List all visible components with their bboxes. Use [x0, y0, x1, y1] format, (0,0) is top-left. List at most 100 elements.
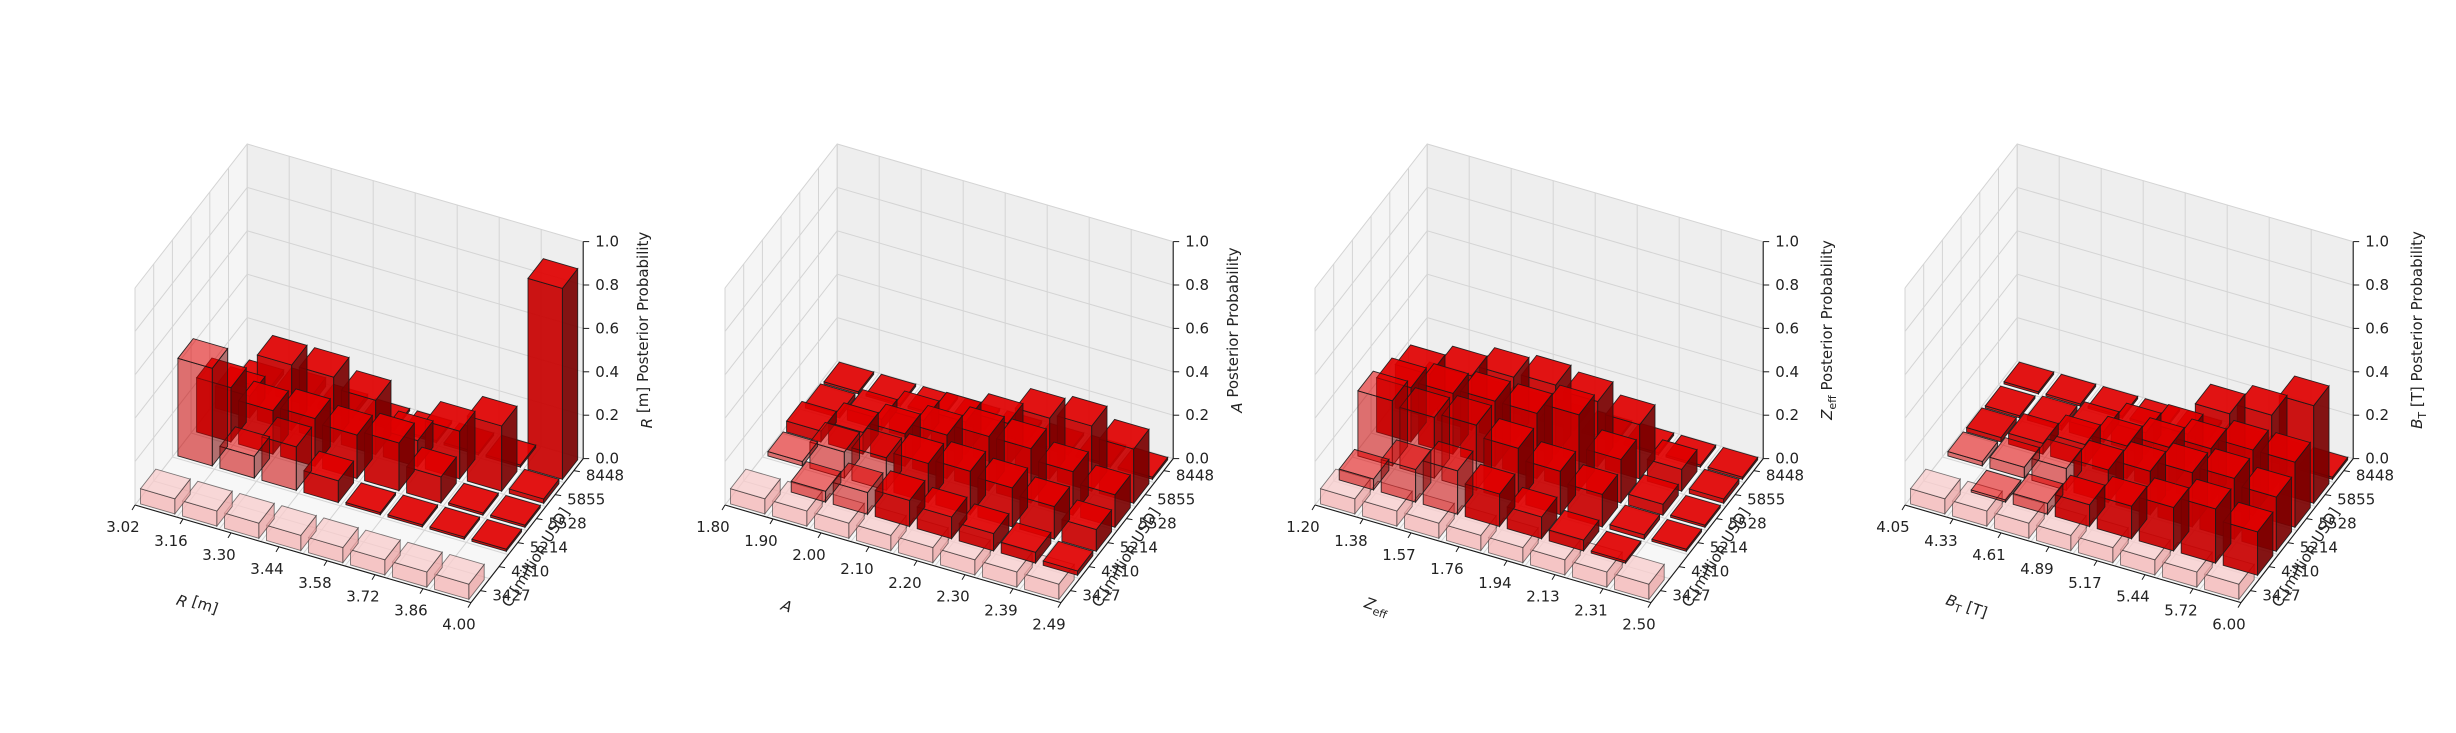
prior-bar-top-face	[433, 553, 485, 585]
x-tick-label: 2.31	[1574, 602, 1607, 620]
x-tick-mark	[1997, 532, 2002, 539]
y-tick-mark	[555, 494, 562, 497]
y-tick-label: 4710	[1101, 563, 1139, 581]
x-tick-label: 2.00	[792, 546, 825, 564]
x-tick-label: 3.30	[202, 546, 235, 564]
prior-bar-top-face	[1909, 468, 1961, 500]
x-tick-mark	[865, 546, 870, 553]
posterior-bar	[1567, 464, 1619, 529]
posterior-bar	[489, 494, 542, 529]
x-axis-symbol: A	[778, 596, 795, 617]
y-tick-label: 5214	[1120, 539, 1158, 557]
posterior-bar-top-face	[916, 486, 968, 518]
z-gridline	[134, 230, 584, 376]
y-tick-mark	[1107, 542, 1114, 545]
z-tick-label: 0.8	[1775, 276, 1799, 294]
y-tick-mark	[1697, 542, 1704, 545]
z-tick-label: 0.0	[2365, 450, 2389, 468]
x-tick-mark	[275, 546, 280, 553]
z-axis-title: Zeff Posterior Probability	[1818, 240, 1839, 421]
y-tick-mark	[2306, 518, 2313, 521]
posterior-bar-top-face	[2007, 413, 2060, 444]
posterior-bar-top-face	[1061, 499, 1113, 531]
posterior-bar-top-face	[2049, 414, 2102, 446]
posterior-bar	[1548, 509, 1600, 553]
posterior-bar	[1590, 530, 1642, 565]
y-tick-mark	[2325, 494, 2332, 497]
posterior-bar	[1688, 468, 1740, 505]
posterior-bar-side-face	[561, 267, 579, 481]
posterior-bar-top-face	[424, 400, 476, 432]
x-tick-label: 1.80	[696, 518, 729, 536]
posterior-bar	[916, 486, 968, 541]
x-tick-label: 3.02	[106, 518, 139, 536]
z-gridline	[724, 143, 1174, 289]
y-tick-mark	[498, 566, 506, 569]
posterior-bar-top-face	[1525, 441, 1577, 472]
posterior-bar	[429, 506, 481, 541]
posterior-bar-top-face	[1609, 504, 1661, 536]
x-tick-label: 1.90	[744, 532, 777, 550]
posterior-bar-front-face	[177, 357, 213, 467]
y-axis-line	[2240, 458, 2354, 603]
posterior-bar-top-face	[1585, 429, 1638, 461]
z-gridline	[1904, 273, 2354, 419]
z-tick-label: 1.0	[1185, 233, 1209, 251]
z-gridline	[134, 317, 584, 462]
z-tick-label: 0.0	[595, 450, 619, 468]
posterior-bar-top-face	[2194, 383, 2246, 415]
posterior-bar	[508, 468, 560, 505]
z-axis-symbol: B	[2408, 419, 2426, 429]
x-tick-label: 4.00	[442, 616, 475, 634]
prior-bar	[139, 468, 191, 516]
y-tick-mark	[1753, 470, 1760, 473]
posterior-bar-top-face	[1567, 464, 1619, 495]
posterior-bar-top-face	[237, 380, 290, 412]
x-tick-label: 4.61	[1972, 546, 2005, 564]
posterior-bar-top-face	[2133, 417, 2186, 448]
x-tick-mark	[721, 504, 726, 511]
x-tick-mark	[1901, 504, 1906, 511]
posterior-bar	[1506, 486, 1558, 541]
z-gridline	[1904, 186, 2354, 332]
posterior-bar-top-face	[2054, 474, 2106, 506]
posterior-bar	[387, 494, 439, 529]
z-gridline	[134, 143, 584, 289]
x-tick-label: 3.58	[298, 574, 331, 592]
z-tick-label: 0.2	[1775, 406, 1799, 424]
y-axis-line	[470, 458, 584, 603]
z-gridline	[1314, 273, 1764, 419]
y-tick-mark	[480, 590, 487, 593]
x-axis-title: Zeff	[1360, 593, 1391, 621]
posterior-bar	[1380, 439, 1432, 504]
z-axis-unit: Posterior Probability	[1818, 240, 1836, 395]
y-tick-mark	[1660, 590, 1667, 593]
z-tick-label: 0.8	[2365, 276, 2389, 294]
x-tick-labels: 3.02 3.16 3.30 3.44 3.58 3.72 3.86 4.00	[106, 518, 475, 634]
posterior-bar-top-face	[1037, 441, 1090, 473]
posterior-bar	[1042, 540, 1094, 577]
posterior-bar-top-face	[2259, 432, 2312, 463]
posterior-bar-top-face	[1970, 469, 2022, 501]
x-tick-label: 4.33	[1924, 532, 1957, 550]
z-tick-label: 0.2	[1185, 406, 1209, 424]
posterior-bar-top-face	[977, 457, 1029, 489]
posterior-bar	[1464, 463, 1516, 528]
z-tick-labels: 0.0 0.2 0.4 0.6 0.8 1.0	[1185, 233, 1209, 468]
posterior-bar	[1707, 446, 1759, 481]
posterior-bar-top-face	[832, 462, 884, 494]
posterior-bar-top-face	[256, 334, 308, 366]
z-tick-label: 0.6	[1775, 319, 1799, 337]
posterior-bar-top-face	[1079, 464, 1132, 496]
posterior-bar	[219, 426, 271, 480]
posterior-bar	[1609, 504, 1661, 541]
posterior-bar-top-face	[1441, 395, 1493, 426]
x-tick-label: 1.38	[1334, 532, 1367, 550]
y-tick-mark	[2343, 470, 2350, 473]
z-gridline	[724, 273, 1174, 419]
x-axis-subscript: T	[1951, 601, 1963, 616]
posterior-bar-top-face	[1056, 395, 1108, 427]
x-tick-mark	[1949, 518, 1954, 525]
z-gridline	[134, 273, 584, 419]
x-axis-title: A	[778, 596, 795, 617]
